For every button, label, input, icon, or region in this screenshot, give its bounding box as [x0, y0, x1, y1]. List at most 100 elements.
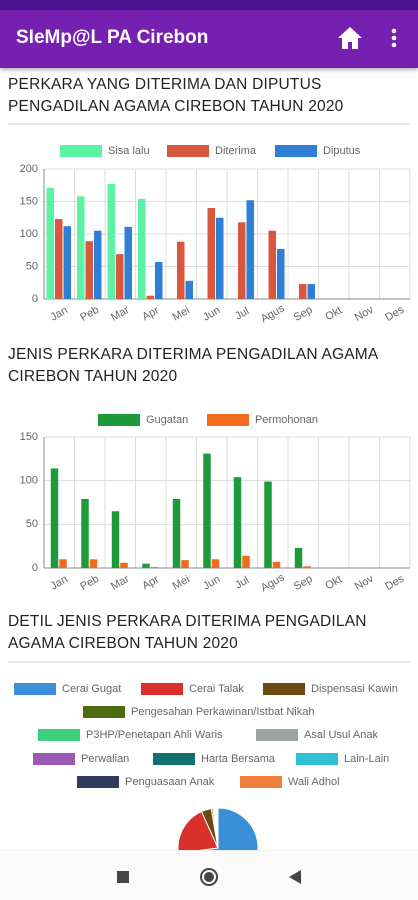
legend-swatch [33, 753, 75, 765]
bar [77, 196, 85, 299]
bar [146, 295, 154, 299]
x-tick-label: Jul [233, 574, 251, 591]
y-tick-label: 50 [26, 518, 38, 530]
bar [238, 222, 246, 299]
bar [264, 481, 272, 568]
bar [111, 511, 120, 568]
bar [116, 254, 124, 299]
bar [46, 187, 54, 299]
x-tick-label: Agus [259, 571, 287, 594]
y-tick-label: 150 [20, 431, 38, 443]
x-tick-label: Nov [353, 304, 376, 324]
x-tick-label: Jan [49, 304, 70, 323]
x-tick-label: Mei [171, 304, 192, 323]
y-tick-label: 150 [20, 195, 38, 207]
legend-label: Diterima [215, 145, 257, 157]
bar [185, 280, 193, 299]
bar [50, 468, 59, 568]
legend-label: P3HP/Penetapan Ahli Waris [86, 729, 223, 741]
x-tick-label: Mar [109, 304, 132, 324]
legend-swatch [98, 414, 140, 426]
legend-label: Sisa lalu [108, 145, 150, 157]
y-tick-label: 50 [26, 260, 38, 272]
x-tick-label: Okt [323, 304, 344, 323]
legend-label: Pengesahan Perkawinan/Istbat Nikah [131, 706, 314, 718]
section-title: DETIL JENIS PERKARA DITERIMA PENGADILAN … [8, 613, 367, 652]
legend-swatch [153, 753, 195, 765]
x-tick-label: Mei [171, 573, 192, 592]
home-button[interactable] [336, 24, 364, 52]
legend-label: Asal Usul Anak [304, 729, 378, 741]
y-tick-label: 0 [32, 562, 38, 574]
bar [307, 284, 315, 299]
legend-label: Lain-Lain [344, 753, 389, 765]
bar [172, 499, 181, 568]
legend-label: Diputus [323, 145, 361, 157]
bar [181, 560, 189, 568]
bar [107, 183, 115, 299]
app-title: SIeMp@L PA Cirebon [16, 27, 209, 48]
bar [233, 477, 242, 568]
x-tick-label: Des [383, 573, 406, 593]
bar [85, 241, 93, 299]
legend-swatch [141, 683, 183, 695]
navigation-bar [0, 850, 418, 900]
menu-button[interactable] [384, 26, 404, 52]
bar [216, 217, 224, 299]
legend-swatch [83, 706, 125, 718]
x-tick-label: Jan [49, 573, 70, 592]
section-title: PERKARA YANG DITERIMA DAN DIPUTUS PENGAD… [8, 76, 344, 115]
bar [155, 261, 163, 299]
home-nav-dot [204, 872, 214, 882]
bar [81, 499, 89, 568]
bar [63, 226, 71, 299]
y-tick-label: 200 [20, 163, 38, 175]
x-tick-label: Jun [201, 304, 222, 323]
y-tick-label: 100 [20, 475, 38, 487]
bar [89, 559, 98, 568]
bar [59, 559, 67, 568]
app-bar: SIeMp@L PA Cirebon [0, 10, 418, 68]
bar [211, 559, 220, 568]
bar [303, 566, 311, 568]
x-tick-label: Nov [353, 573, 376, 593]
legend-swatch [77, 776, 119, 788]
x-tick-label: Jun [201, 573, 222, 592]
bar [120, 562, 128, 568]
legend-label: Cerai Gugat [62, 683, 121, 695]
legend-label: Permohonan [255, 414, 318, 426]
bar [124, 226, 132, 299]
bar [203, 453, 211, 568]
status-bar [0, 0, 418, 10]
bar [94, 230, 102, 299]
bar [150, 567, 159, 568]
legend-label: Harta Bersama [201, 753, 276, 765]
x-tick-label: Peb [78, 573, 101, 593]
x-tick-label: Mar [109, 573, 132, 593]
bar [272, 561, 281, 568]
legend-swatch [296, 753, 338, 765]
bar [55, 219, 63, 299]
home-nav-button[interactable] [200, 868, 218, 886]
legend-swatch [263, 683, 305, 695]
legend-swatch [14, 683, 56, 695]
bar [142, 563, 150, 568]
legend-swatch [207, 414, 249, 426]
legend-swatch [256, 729, 298, 741]
legend-swatch [240, 776, 282, 788]
legend-label: Penguasaan Anak [125, 776, 215, 788]
recents-button[interactable] [117, 871, 129, 883]
bar [242, 555, 250, 568]
x-tick-label: Apr [140, 304, 161, 323]
bar [246, 200, 254, 299]
bar [299, 284, 307, 299]
legend-swatch [60, 145, 102, 157]
section-title: JENIS PERKARA DITERIMA PENGADILAN AGAMA … [8, 346, 378, 385]
legend-label: Cerai Talak [189, 683, 244, 695]
back-button[interactable] [289, 870, 301, 884]
bar [277, 248, 285, 299]
bar [294, 547, 303, 568]
x-tick-label: Jul [233, 305, 251, 322]
bar [138, 198, 146, 299]
